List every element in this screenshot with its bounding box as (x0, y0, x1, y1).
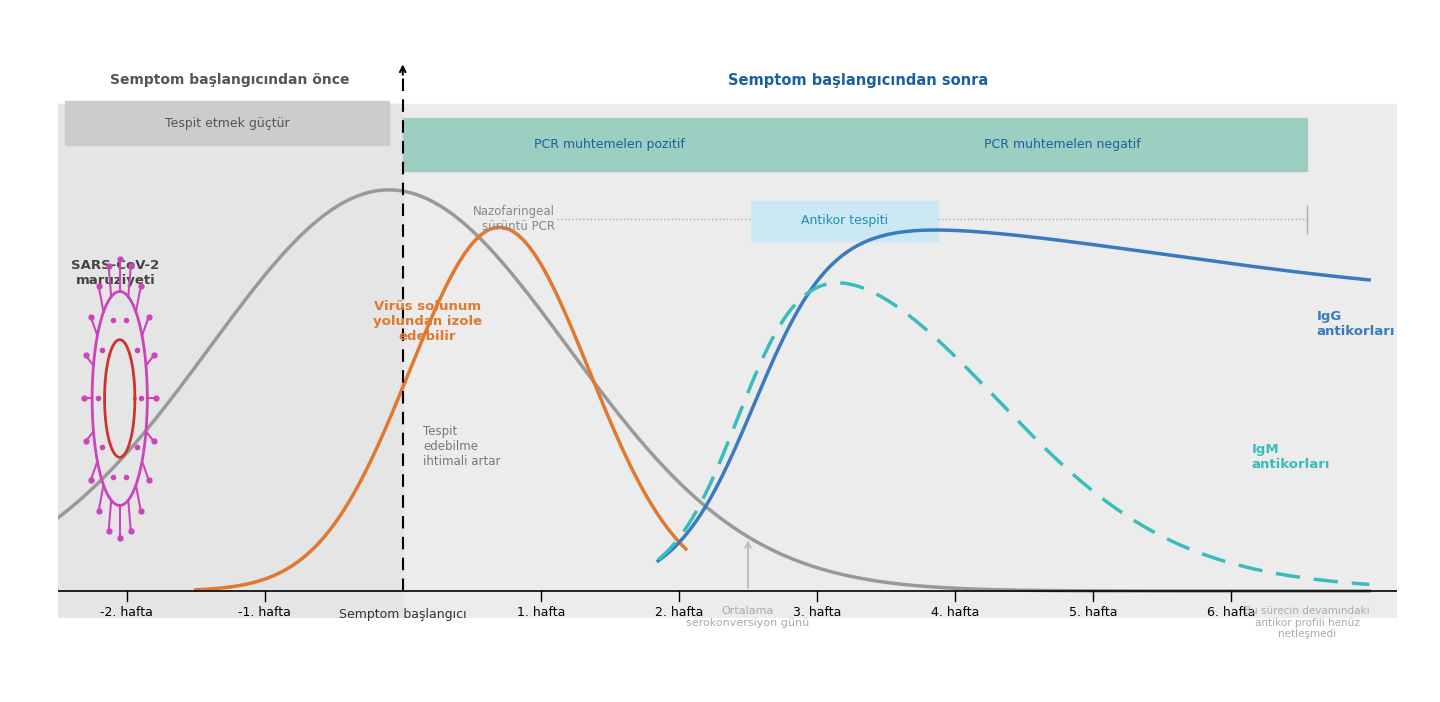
Text: 6. hafta: 6. hafta (1207, 606, 1256, 619)
Text: 4. hafta: 4. hafta (930, 606, 979, 619)
Text: IgG
antikorları: IgG antikorları (1316, 310, 1395, 338)
Bar (58, 105, 403, 618)
Text: -1. hafta: -1. hafta (238, 606, 291, 619)
Text: Nazofaringeal
sürüntü PCR: Nazofaringeal sürüntü PCR (472, 205, 554, 233)
Bar (750, 201, 939, 241)
Text: 1. hafta: 1. hafta (517, 606, 564, 619)
Text: Bu sürecin devamındaki
antikor profili henüz
netleşmedi: Bu sürecin devamındaki antikor profili h… (1244, 606, 1369, 640)
Text: PCR muhtemelen negatif: PCR muhtemelen negatif (984, 138, 1140, 151)
Text: Semptom başlangıcından önce: Semptom başlangıcından önce (111, 73, 350, 87)
Text: 5. hafta: 5. hafta (1068, 606, 1117, 619)
Bar (816, 118, 1308, 171)
Text: Virüs solunum
yolundan izole
edebilir: Virüs solunum yolundan izole edebilir (373, 300, 482, 343)
Bar (65, 101, 389, 145)
Text: 2. hafta: 2. hafta (655, 606, 703, 619)
Text: Ortalama
serokonversiyon günü: Ortalama serokonversiyon günü (687, 606, 809, 628)
Bar (58, 105, 403, 618)
Text: Antikor tespiti: Antikor tespiti (801, 214, 888, 227)
Text: Tespit etmek güçtür: Tespit etmek güçtür (166, 117, 289, 129)
Text: Semptom başlangıcından sonra: Semptom başlangıcından sonra (729, 73, 988, 88)
Text: -2. hafta: -2. hafta (101, 606, 153, 619)
Text: SARS-CoV-2
maruziyeti: SARS-CoV-2 maruziyeti (72, 260, 160, 287)
Bar (403, 105, 1397, 618)
Bar (403, 118, 816, 171)
Text: 3. hafta: 3. hafta (793, 606, 841, 619)
Text: IgM
antikorları: IgM antikorları (1251, 443, 1331, 471)
Text: Tespit
edebilme
ihtimali artar: Tespit edebilme ihtimali artar (423, 425, 501, 468)
Text: Semptom başlangıcı: Semptom başlangıcı (338, 608, 467, 621)
Text: PCR muhtemelen pozitif: PCR muhtemelen pozitif (534, 138, 685, 151)
